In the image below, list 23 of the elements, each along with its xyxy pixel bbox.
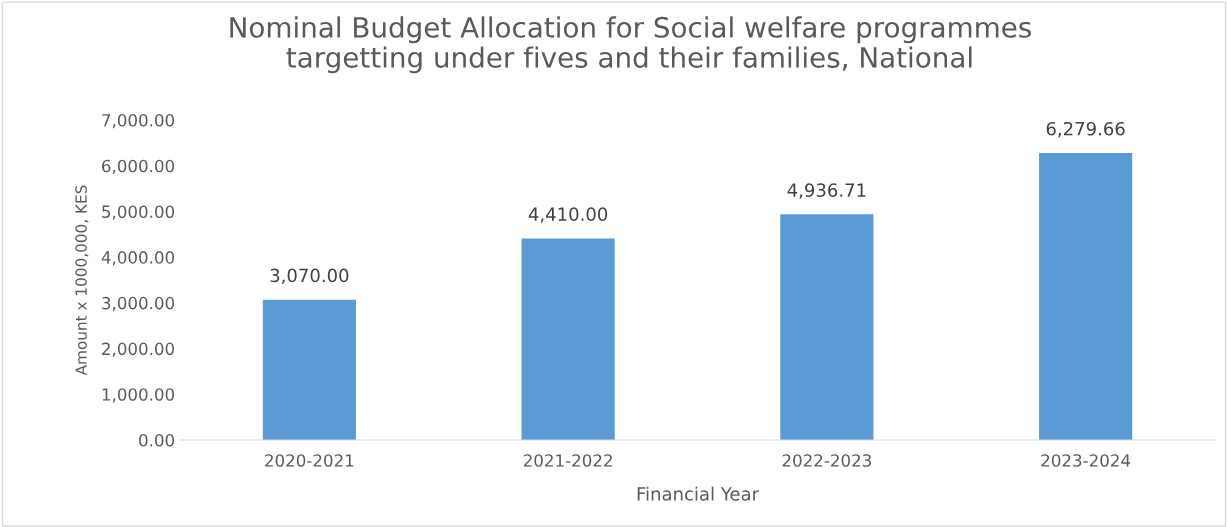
y-tick-label: 2,000.00 (102, 342, 175, 357)
y-tick-label: 6,000.00 (102, 159, 175, 174)
chart-title: Nominal Budget Allocation for Social welfare programmes targetting under fives and their families, National (230, 16, 1031, 74)
y-tick-label: 4,000.00 (101, 251, 175, 266)
bar (521, 238, 615, 440)
y-tick-label: 1,000.00 (102, 388, 175, 403)
x-axis-title: Financial Year (637, 486, 760, 501)
data-label: 4,410.00 (528, 207, 608, 223)
y-tick-label: 3,000.00 (102, 296, 175, 312)
y-tick-label: 0.00 (139, 433, 175, 447)
bar (780, 214, 874, 440)
bar (262, 299, 356, 440)
data-label: 3,070.00 (270, 268, 349, 285)
data-label: 6,279.66 (1046, 121, 1125, 138)
y-tick-label: 5,000.00 (102, 205, 175, 220)
x-tick-label: 2023-2024 (1041, 454, 1131, 467)
data-label: 4,936.71 (787, 183, 866, 199)
y-tick-label: 7,000.00 (102, 113, 175, 129)
bar (1039, 152, 1133, 440)
y-axis-title: Amount x 1000,000, KES (75, 185, 89, 376)
x-tick-label: 2022-2023 (782, 454, 871, 467)
x-tick-label: 2021-2022 (523, 454, 612, 467)
x-tick-label: 2020-2021 (265, 454, 354, 467)
